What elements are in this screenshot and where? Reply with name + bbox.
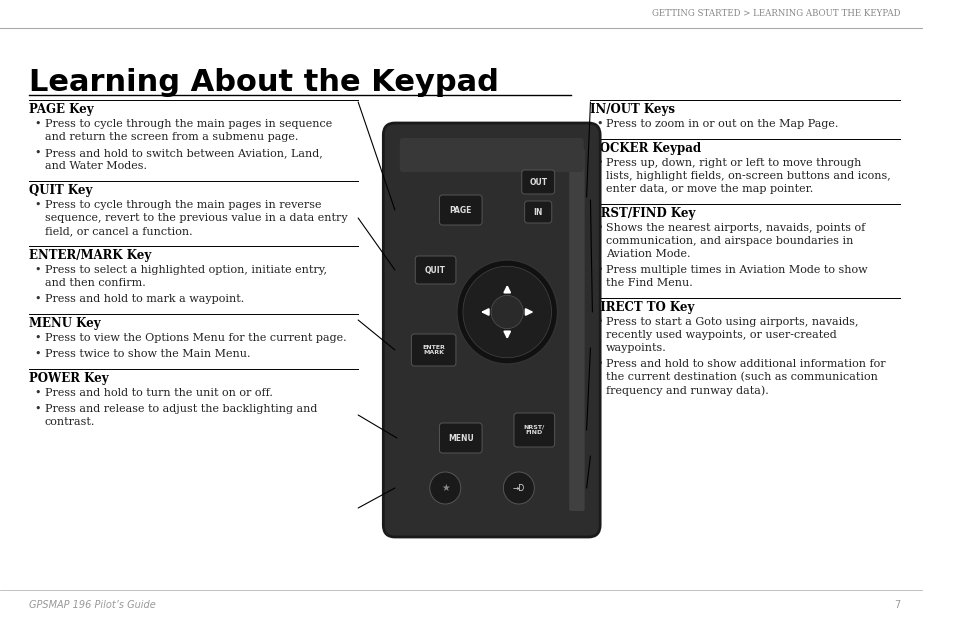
Text: field, or cancel a function.: field, or cancel a function. <box>45 226 192 236</box>
Circle shape <box>462 266 551 358</box>
Text: •: • <box>596 317 602 327</box>
Text: GPSMAP 196 Pilot’s Guide: GPSMAP 196 Pilot’s Guide <box>29 600 155 610</box>
Text: the current destination (such as communication: the current destination (such as communi… <box>605 372 877 383</box>
Text: Press to zoom in or out on the Map Page.: Press to zoom in or out on the Map Page. <box>605 119 838 129</box>
Text: NRST/
FIND: NRST/ FIND <box>523 425 544 436</box>
Text: sequence, revert to the previous value in a data entry: sequence, revert to the previous value i… <box>45 213 347 223</box>
Text: •: • <box>35 404 41 414</box>
Circle shape <box>456 260 557 364</box>
Text: QUIT Key: QUIT Key <box>29 184 92 197</box>
Text: recently used waypoints, or user-created: recently used waypoints, or user-created <box>605 330 836 340</box>
Text: POWER Key: POWER Key <box>29 372 109 385</box>
Text: Press up, down, right or left to move through: Press up, down, right or left to move th… <box>605 158 861 168</box>
Text: •: • <box>35 388 41 398</box>
Text: •: • <box>35 148 41 158</box>
Text: Press to start a Goto using airports, navaids,: Press to start a Goto using airports, na… <box>605 317 858 327</box>
Text: Press to select a highlighted option, initiate entry,: Press to select a highlighted option, in… <box>45 265 326 275</box>
Text: NRST/FIND Key: NRST/FIND Key <box>590 207 695 220</box>
Text: and Water Modes.: and Water Modes. <box>45 161 147 171</box>
FancyBboxPatch shape <box>411 334 456 366</box>
Text: and return the screen from a submenu page.: and return the screen from a submenu pag… <box>45 132 297 142</box>
Text: enter data, or move the map pointer.: enter data, or move the map pointer. <box>605 184 812 194</box>
Text: •: • <box>35 333 41 343</box>
Text: •: • <box>35 119 41 129</box>
FancyBboxPatch shape <box>399 138 583 172</box>
Text: •: • <box>596 119 602 129</box>
Text: →D: →D <box>512 483 524 493</box>
Text: QUIT: QUIT <box>425 266 446 274</box>
Text: communication, and airspace boundaries in: communication, and airspace boundaries i… <box>605 236 852 246</box>
Text: Shows the nearest airports, navaids, points of: Shows the nearest airports, navaids, poi… <box>605 223 864 233</box>
Text: ROCKER Keypad: ROCKER Keypad <box>590 142 700 155</box>
Circle shape <box>503 472 534 504</box>
Circle shape <box>430 472 460 504</box>
Text: IN/OUT Keys: IN/OUT Keys <box>590 103 675 116</box>
Text: •: • <box>596 158 602 168</box>
Text: PAGE: PAGE <box>449 206 472 214</box>
Text: Press and release to adjust the backlighting and: Press and release to adjust the backligh… <box>45 404 316 414</box>
Text: Press and hold to mark a waypoint.: Press and hold to mark a waypoint. <box>45 294 244 304</box>
FancyBboxPatch shape <box>439 195 481 225</box>
Text: •: • <box>596 265 602 275</box>
Text: ENTER/MARK Key: ENTER/MARK Key <box>29 249 152 262</box>
Text: and then confirm.: and then confirm. <box>45 278 145 288</box>
Text: IN: IN <box>533 208 542 216</box>
FancyBboxPatch shape <box>383 123 599 537</box>
Text: •: • <box>35 200 41 210</box>
Text: Press and hold to turn the unit on or off.: Press and hold to turn the unit on or of… <box>45 388 273 398</box>
Text: MENU: MENU <box>447 433 473 442</box>
Text: Learning About the Keypad: Learning About the Keypad <box>29 68 498 97</box>
Text: Press and hold to show additional information for: Press and hold to show additional inform… <box>605 359 884 369</box>
FancyBboxPatch shape <box>514 413 554 447</box>
Text: •: • <box>35 294 41 304</box>
Text: •: • <box>35 349 41 359</box>
FancyBboxPatch shape <box>569 149 584 511</box>
Text: contrast.: contrast. <box>45 417 94 427</box>
FancyBboxPatch shape <box>521 170 554 194</box>
Text: the Find Menu.: the Find Menu. <box>605 278 692 288</box>
Text: Aviation Mode.: Aviation Mode. <box>605 249 690 259</box>
Text: frequency and runway data).: frequency and runway data). <box>605 385 768 396</box>
Text: •: • <box>35 265 41 275</box>
Text: MENU Key: MENU Key <box>29 317 101 330</box>
Text: Press twice to show the Main Menu.: Press twice to show the Main Menu. <box>45 349 250 359</box>
Text: Press to cycle through the main pages in reverse: Press to cycle through the main pages in… <box>45 200 321 210</box>
Text: waypoints.: waypoints. <box>605 343 666 353</box>
Text: Press to cycle through the main pages in sequence: Press to cycle through the main pages in… <box>45 119 332 129</box>
Circle shape <box>491 295 523 329</box>
Text: OUT: OUT <box>529 177 547 187</box>
Text: Press multiple times in Aviation Mode to show: Press multiple times in Aviation Mode to… <box>605 265 866 275</box>
Text: Press and hold to switch between Aviation, Land,: Press and hold to switch between Aviatio… <box>45 148 322 158</box>
Text: •: • <box>596 223 602 233</box>
FancyBboxPatch shape <box>415 256 456 284</box>
Text: ENTER
MARK: ENTER MARK <box>422 345 445 355</box>
Text: ★: ★ <box>440 483 449 493</box>
Text: lists, highlight fields, on-screen buttons and icons,: lists, highlight fields, on-screen butto… <box>605 171 890 181</box>
Text: 7: 7 <box>893 600 900 610</box>
Text: PAGE Key: PAGE Key <box>29 103 93 116</box>
Text: •: • <box>596 359 602 369</box>
Text: GETTING STARTED > LEARNING ABOUT THE KEYPAD: GETTING STARTED > LEARNING ABOUT THE KEY… <box>651 9 900 18</box>
FancyBboxPatch shape <box>524 201 551 223</box>
FancyBboxPatch shape <box>439 423 481 453</box>
FancyBboxPatch shape <box>385 143 410 517</box>
Text: DIRECT TO Key: DIRECT TO Key <box>590 301 694 314</box>
Text: Press to view the Options Menu for the current page.: Press to view the Options Menu for the c… <box>45 333 346 343</box>
